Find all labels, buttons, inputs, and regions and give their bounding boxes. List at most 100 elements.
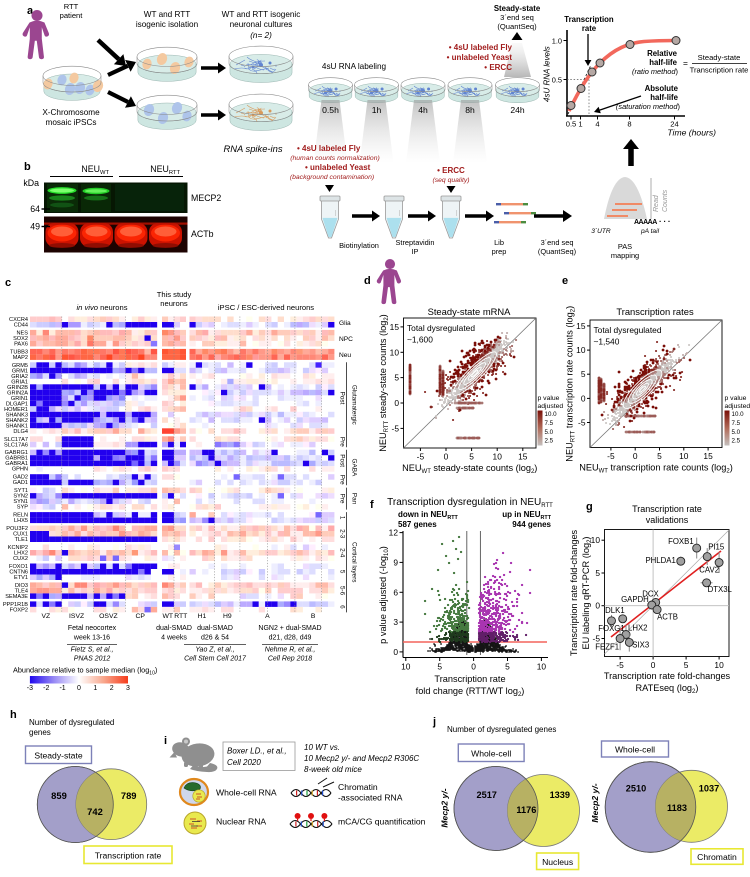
svg-text:CUX2: CUX2 [13, 556, 28, 562]
svg-text:PHLDA1: PHLDA1 [645, 556, 675, 565]
svg-text:kDa: kDa [23, 178, 39, 188]
svg-text:5: 5 [394, 373, 399, 383]
svg-text:6: 6 [393, 587, 398, 597]
svg-text:LHX5: LHX5 [14, 518, 28, 524]
svg-text:24h: 24h [510, 105, 525, 115]
svg-text:RTT: RTT [64, 2, 79, 11]
svg-text:dual-SMAD: dual-SMAD [156, 625, 192, 632]
svg-text:PI15: PI15 [708, 543, 725, 552]
svg-text:B: B [311, 613, 316, 620]
svg-text:~1,600: ~1,600 [407, 335, 433, 345]
svg-text:5.0: 5.0 [545, 429, 554, 436]
svg-text:5: 5 [595, 568, 600, 578]
svg-text:=: = [683, 58, 688, 68]
svg-text:CD44: CD44 [14, 323, 28, 329]
svg-text:Streptavidin: Streptavidin [395, 238, 434, 247]
svg-text:Transcription rates: Transcription rates [616, 306, 694, 317]
svg-text:(seq quality): (seq quality) [432, 177, 469, 184]
svg-text:0.5: 0.5 [566, 120, 577, 129]
svg-text:Transcription rate fold-change: Transcription rate fold-changes [604, 671, 731, 681]
svg-text:-5: -5 [392, 423, 400, 433]
svg-text:Yao Z, et al.,: Yao Z, et al., [195, 647, 234, 654]
svg-text:NPC: NPC [339, 336, 353, 343]
svg-text:mosaic iPSCs: mosaic iPSCs [46, 118, 97, 127]
svg-text:5: 5 [505, 662, 510, 672]
svg-text:789: 789 [121, 790, 137, 801]
svg-text:1: 1 [339, 516, 346, 520]
svg-text:0: 0 [595, 601, 600, 611]
svg-text:f: f [370, 499, 374, 511]
svg-text:half-life: half-life [650, 93, 678, 102]
svg-text:4sU RNA labeling: 4sU RNA labeling [322, 62, 387, 71]
svg-text:• ERCC: • ERCC [437, 166, 465, 175]
svg-text:0: 0 [394, 398, 399, 408]
svg-text:Post: Post [339, 392, 346, 405]
svg-text:0: 0 [581, 393, 586, 403]
svg-text:p value: p value [725, 395, 747, 402]
svg-text:5: 5 [684, 660, 689, 670]
svg-text:15: 15 [703, 451, 713, 461]
svg-text:(human counts normalization): (human counts normalization) [290, 155, 380, 162]
svg-text:3´end seq: 3´end seq [500, 13, 534, 22]
svg-text:• unlabeled Yeast: • unlabeled Yeast [447, 53, 513, 62]
svg-text:Transcription dysregulation in: Transcription dysregulation in NEURTT [387, 497, 553, 509]
svg-text:587 genes: 587 genes [398, 520, 437, 529]
svg-text:742: 742 [87, 806, 103, 817]
svg-text:-5: -5 [616, 660, 624, 670]
svg-text:SIX3: SIX3 [632, 640, 649, 649]
svg-text:This study: This study [157, 290, 192, 299]
svg-text:Lib: Lib [494, 238, 504, 247]
svg-text:Read: Read [653, 194, 660, 212]
svg-text:i: i [164, 735, 167, 747]
svg-text:MAP2: MAP2 [13, 355, 28, 361]
svg-text:ETV1: ETV1 [14, 575, 28, 581]
svg-text:6: 6 [339, 605, 346, 609]
svg-text:Nuclear RNA: Nuclear RNA [216, 817, 266, 827]
svg-text:15: 15 [576, 321, 586, 331]
svg-text:Nucleus: Nucleus [542, 857, 573, 867]
svg-text:1: 1 [93, 685, 97, 692]
svg-text:d21, d28, d49: d21, d28, d49 [269, 635, 312, 642]
svg-text:8: 8 [627, 120, 631, 129]
svg-text:RNA spike-ins: RNA spike-ins [223, 143, 282, 154]
svg-text:SEMA3E: SEMA3E [5, 594, 28, 600]
svg-text:Cortical layers: Cortical layers [351, 542, 358, 583]
svg-text:4sU RNA levels: 4sU RNA levels [543, 46, 552, 102]
svg-text:4h: 4h [418, 105, 428, 115]
svg-text:Post: Post [339, 454, 346, 467]
svg-text:Abundance relative to sample m: Abundance relative to sample median (log… [13, 666, 157, 677]
svg-text:PAX6: PAX6 [14, 341, 28, 347]
svg-text:10: 10 [679, 451, 689, 461]
svg-text:adjusted: adjusted [538, 403, 564, 410]
svg-text:• unlabeled Yeast: • unlabeled Yeast [305, 163, 371, 172]
svg-text:GAPDH: GAPDH [621, 595, 649, 604]
svg-text:(ratio method): (ratio method) [632, 67, 678, 76]
svg-text:Glutamatergic: Glutamatergic [351, 385, 358, 426]
svg-text:5: 5 [339, 570, 346, 574]
svg-text:2510: 2510 [626, 784, 646, 794]
svg-text:2-3: 2-3 [339, 529, 346, 539]
svg-text:1037: 1037 [699, 784, 719, 794]
svg-text:GPHN: GPHN [12, 467, 28, 473]
svg-text:Pre: Pre [339, 437, 346, 447]
svg-text:3: 3 [126, 685, 130, 692]
svg-text:FEZF1: FEZF1 [595, 643, 619, 652]
svg-text:1: 1 [578, 120, 582, 129]
svg-text:Transcription rate: Transcription rate [632, 504, 702, 514]
svg-text:MECP2: MECP2 [191, 193, 221, 203]
svg-text:pA tail: pA tail [640, 228, 660, 235]
svg-text:5: 5 [437, 662, 442, 672]
svg-text:LHX2: LHX2 [628, 624, 648, 633]
svg-text:Whole-cell RNA: Whole-cell RNA [216, 788, 277, 798]
svg-text:ISVZ: ISVZ [69, 613, 84, 620]
svg-text:2.5: 2.5 [545, 438, 554, 445]
svg-text:d26 & 54: d26 & 54 [201, 635, 229, 642]
svg-text:VZ: VZ [41, 613, 50, 620]
svg-text:prep: prep [492, 247, 507, 256]
svg-text:RTT: RTT [174, 613, 187, 620]
svg-text:15: 15 [518, 452, 528, 462]
svg-text:CAV2: CAV2 [699, 566, 719, 575]
svg-text:CP: CP [135, 613, 145, 620]
svg-text:WT and RTT: WT and RTT [144, 10, 191, 19]
svg-text:49: 49 [30, 222, 40, 232]
